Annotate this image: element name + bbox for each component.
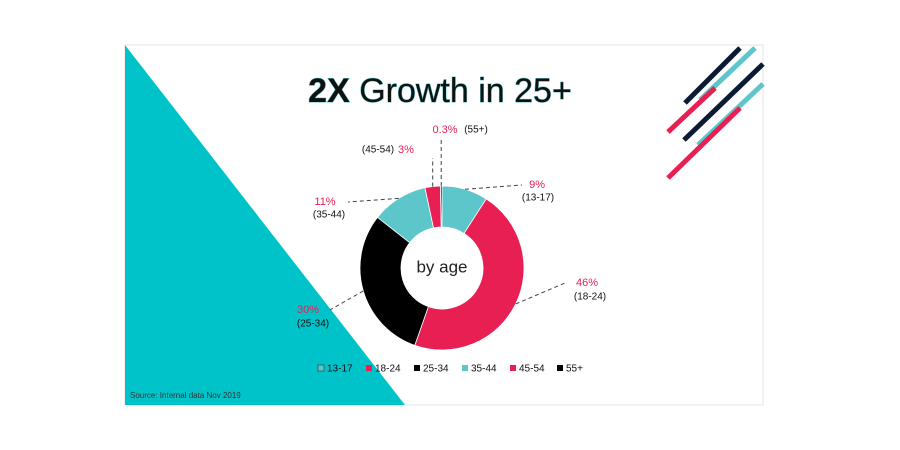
leader-line (347, 197, 399, 203)
title-emphasis: 2X (308, 72, 350, 110)
category-label: (18-24) (574, 292, 606, 303)
legend-swatch (510, 365, 516, 371)
leader-line (464, 184, 523, 190)
value-label: 3% (398, 144, 414, 156)
category-label: (55+) (464, 125, 488, 136)
legend-swatch (557, 365, 563, 371)
legend-swatch (414, 365, 420, 371)
category-label: (13-17) (522, 193, 554, 204)
category-label: (35-44) (313, 210, 345, 221)
source-note: Source: Internal data Nov 2019 (130, 391, 241, 400)
chart-title: 2X Growth in 25+ (308, 72, 572, 110)
legend-label: 45-54 (519, 364, 545, 375)
center-label: by age (416, 257, 467, 276)
category-label: (25-34) (297, 319, 329, 330)
legend-label: 55+ (566, 364, 583, 375)
value-label: 9% (529, 179, 545, 191)
teal-triangle (125, 45, 405, 405)
category-label: (45-54) (362, 145, 394, 156)
value-label: 11% (314, 196, 335, 208)
legend-label: 18-24 (375, 364, 401, 375)
legend-swatch (462, 365, 468, 371)
value-label: 30% (297, 304, 319, 316)
legend-label: 35-44 (471, 364, 497, 375)
legend-swatch (317, 364, 325, 372)
donut-slice (414, 198, 525, 351)
decor-stripes (666, 46, 765, 180)
donut-slice (359, 216, 429, 346)
title-text: Growth in 25+ (359, 72, 572, 110)
leader-line (329, 290, 364, 311)
leader-line (515, 282, 566, 305)
legend-label: 13-17 (327, 364, 353, 375)
donut-slice (440, 185, 443, 228)
value-label: 0.3% (432, 124, 457, 136)
value-label: 46% (576, 277, 598, 289)
legend-swatch (366, 365, 372, 371)
legend-label: 25-34 (423, 364, 449, 375)
